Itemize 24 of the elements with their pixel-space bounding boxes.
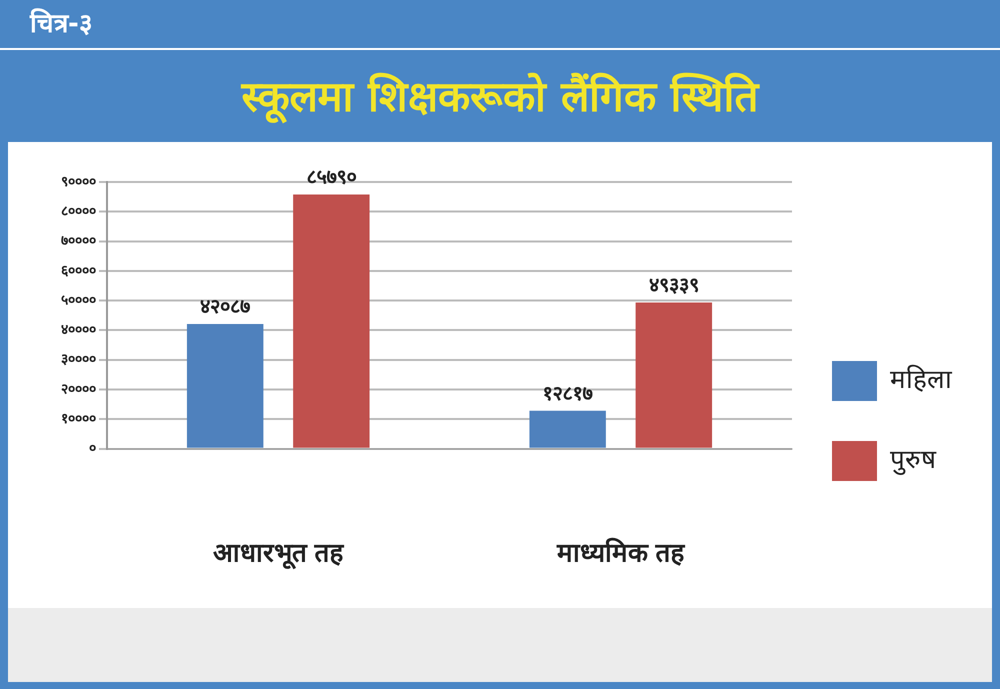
y-tick-label: १०००० bbox=[61, 410, 96, 426]
y-tick-label: २०००० bbox=[61, 380, 96, 396]
y-tick-label: ८०००० bbox=[61, 202, 96, 219]
y-tick-label: ० bbox=[89, 440, 96, 456]
bar bbox=[293, 194, 370, 448]
data-label: ४९३३९ bbox=[648, 272, 699, 297]
legend-label: महिला bbox=[890, 364, 953, 394]
bar bbox=[186, 324, 264, 448]
y-tick-label: ४०००० bbox=[61, 321, 96, 338]
chart-title: स्कूलमा शिक्षकरूको लैंगिक स्थिति bbox=[240, 71, 761, 126]
data-label: १२८१७ bbox=[542, 381, 593, 406]
y-tick-label: ७०००० bbox=[61, 232, 96, 248]
x-tick-label: आधारभूत तह bbox=[213, 538, 344, 570]
x-tick-label: माध्यमिक तह bbox=[556, 538, 686, 568]
legend-label: पुरुष bbox=[890, 444, 937, 476]
y-tick-label: ५०००० bbox=[61, 291, 96, 308]
text: चित्र-३ bbox=[0, 0, 1000, 50]
bar bbox=[529, 410, 606, 448]
bar bbox=[636, 302, 712, 448]
y-tick-label: ९०००० bbox=[61, 172, 96, 189]
data-label: ८५७९० bbox=[306, 164, 356, 189]
y-tick-label: ३०००० bbox=[61, 350, 96, 367]
y-tick-label: ६०००० bbox=[61, 262, 96, 278]
data-label: ४२०८७ bbox=[200, 294, 250, 318]
